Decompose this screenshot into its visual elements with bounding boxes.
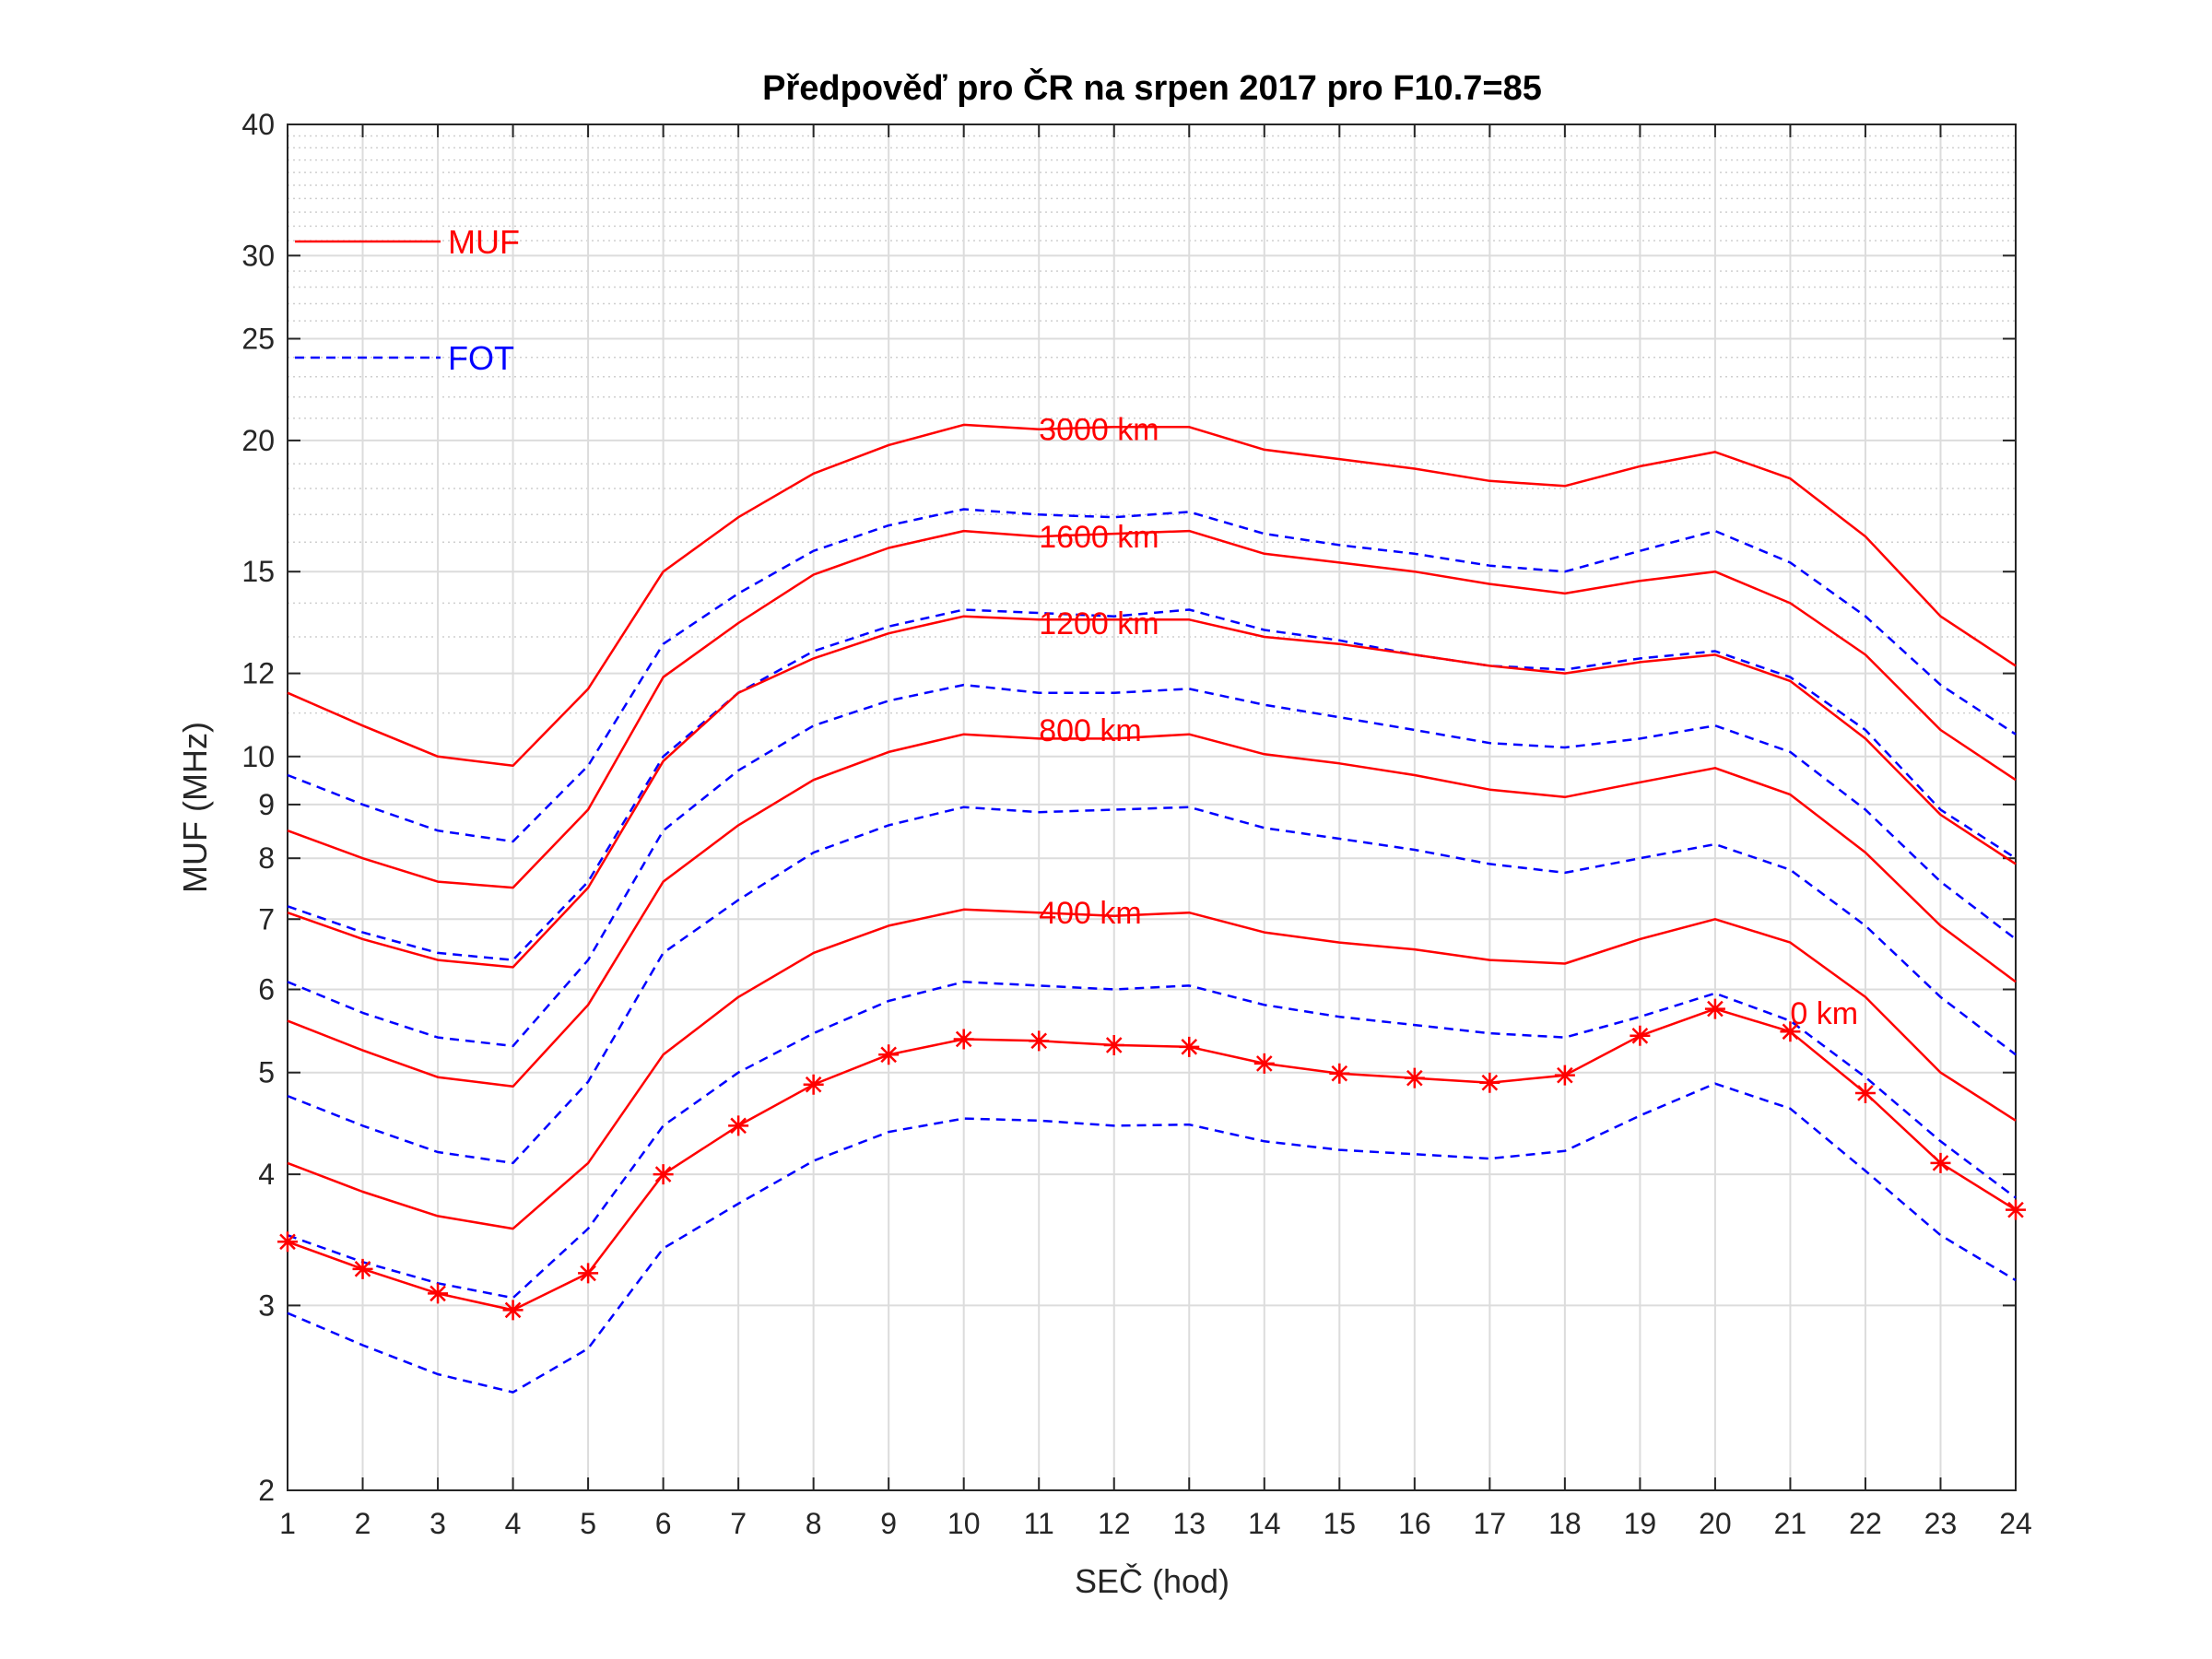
muf-line-0-km (287, 1007, 2017, 1312)
x-tick-label: 5 (580, 1507, 596, 1540)
muf-marker-0-km (2006, 1199, 2026, 1220)
x-tick-label: 9 (880, 1507, 897, 1540)
chart-title: Předpověď pro ČR na srpen 2017 pro F10.7… (762, 66, 1542, 108)
distance-label-1600-km: 1600 km (1039, 520, 1159, 555)
fot-line-800-km (287, 806, 2017, 1165)
x-tick-label: 19 (1624, 1507, 1657, 1540)
x-tick-label: 24 (1999, 1507, 2032, 1540)
muf-marker-0-km (1930, 1152, 1951, 1173)
muf-line-1200-km (287, 615, 2017, 969)
x-tick-label: 12 (1098, 1507, 1131, 1540)
x-tick-label: 1 (279, 1507, 296, 1540)
muf-marker-0-km (1103, 1034, 1124, 1055)
x-tick-label: 22 (1849, 1507, 1882, 1540)
y-tick-label: 2 (258, 1474, 275, 1507)
y-tick-label: 15 (241, 555, 275, 588)
muf-marker-0-km (1780, 1021, 1801, 1042)
fot-line-1600-km (287, 608, 2017, 961)
fot-line-3000-km (287, 508, 2017, 843)
muf-marker-0-km (1253, 1053, 1275, 1074)
muf-marker-0-km (502, 1300, 524, 1321)
muf-marker-0-km (1854, 1082, 1876, 1103)
muf-marker-0-km (352, 1258, 373, 1279)
muf-marker-0-km (953, 1029, 974, 1050)
x-tick-label: 14 (1248, 1507, 1281, 1540)
plot-frame (287, 124, 2017, 1491)
x-tick-label: 10 (947, 1507, 981, 1540)
muf-marker-0-km (1179, 1036, 1200, 1057)
muf-line-400-km (287, 908, 2017, 1230)
legend-fot-label: FOT (448, 339, 514, 377)
x-axis-title: SEČ (hod) (1075, 1562, 1230, 1600)
y-tick-label: 20 (241, 424, 275, 457)
fot-line-1200-km (287, 683, 2017, 1048)
y-tick-label: 9 (258, 788, 275, 821)
distance-label-800-km: 800 km (1039, 713, 1142, 748)
muf-marker-0-km (1554, 1065, 1575, 1086)
x-tick-label: 20 (1699, 1507, 1732, 1540)
muf-marker-0-km (1479, 1072, 1500, 1093)
x-tick-label: 4 (505, 1507, 522, 1540)
x-tick-label: 3 (429, 1507, 446, 1540)
y-tick-label: 25 (241, 323, 275, 356)
distance-labels: 3000 km 1600 km 1200 km 800 km 400 km 0 km (1039, 413, 1858, 1031)
legend-muf-label: MUF (448, 223, 520, 261)
distance-label-3000-km: 3000 km (1039, 413, 1159, 448)
x-tick-label: 17 (1474, 1507, 1507, 1540)
x-tick-label: 13 (1172, 1507, 1206, 1540)
x-tick-label: 15 (1324, 1507, 1357, 1540)
muf-line-1600-km (287, 529, 2017, 889)
muf-marker-0-km (1704, 998, 1725, 1019)
muf-marker-0-km (277, 1231, 298, 1253)
distance-label-0-km: 0 km (1790, 996, 1858, 1031)
muf-marker-0-km (653, 1164, 674, 1185)
muf-marker-0-km (428, 1283, 449, 1304)
y-tick-label: 30 (241, 239, 275, 272)
muf-marker-0-km (1029, 1030, 1050, 1052)
muf-marker-0-km (803, 1074, 824, 1095)
muf-marker-0-km (878, 1044, 900, 1065)
muf-line-800-km (287, 733, 2017, 1088)
x-tick-label: 11 (1024, 1507, 1054, 1540)
x-tick-label: 18 (1548, 1507, 1582, 1540)
y-axis-title: MUF (MHz) (176, 722, 214, 893)
muf-marker-0-km (1630, 1025, 1651, 1046)
distance-label-400-km: 400 km (1039, 896, 1142, 931)
x-tick-label: 8 (806, 1507, 822, 1540)
y-tick-label: 7 (258, 902, 275, 935)
y-tick-label: 4 (258, 1158, 275, 1191)
x-tick-label: 21 (1774, 1507, 1807, 1540)
x-tick-label: 23 (1924, 1507, 1958, 1540)
y-tick-label: 5 (258, 1056, 275, 1089)
x-tick-label: 2 (355, 1507, 371, 1540)
muf-marker-0-km (1329, 1063, 1350, 1084)
distance-label-1200-km: 1200 km (1039, 606, 1159, 641)
x-tick-label: 6 (655, 1507, 672, 1540)
y-tick-label: 6 (258, 973, 275, 1006)
legend: MUF FOT (295, 223, 520, 377)
y-tick-label: 8 (258, 841, 275, 875)
muf-line-3000-km (287, 423, 2017, 768)
muf-marker-0-km (1404, 1067, 1425, 1088)
x-tick-label: 16 (1398, 1507, 1431, 1540)
x-tick-label: 7 (730, 1507, 747, 1540)
series-group (277, 423, 2026, 1394)
y-tick-label: 40 (241, 108, 275, 141)
grid (288, 124, 2016, 1490)
fot-line-400-km (287, 981, 2017, 1300)
y-tick-label: 10 (241, 740, 275, 773)
y-tick-label: 3 (258, 1288, 275, 1322)
y-tick-label: 12 (241, 657, 275, 690)
muf-marker-0-km (728, 1115, 749, 1136)
muf-marker-0-km (578, 1263, 599, 1284)
